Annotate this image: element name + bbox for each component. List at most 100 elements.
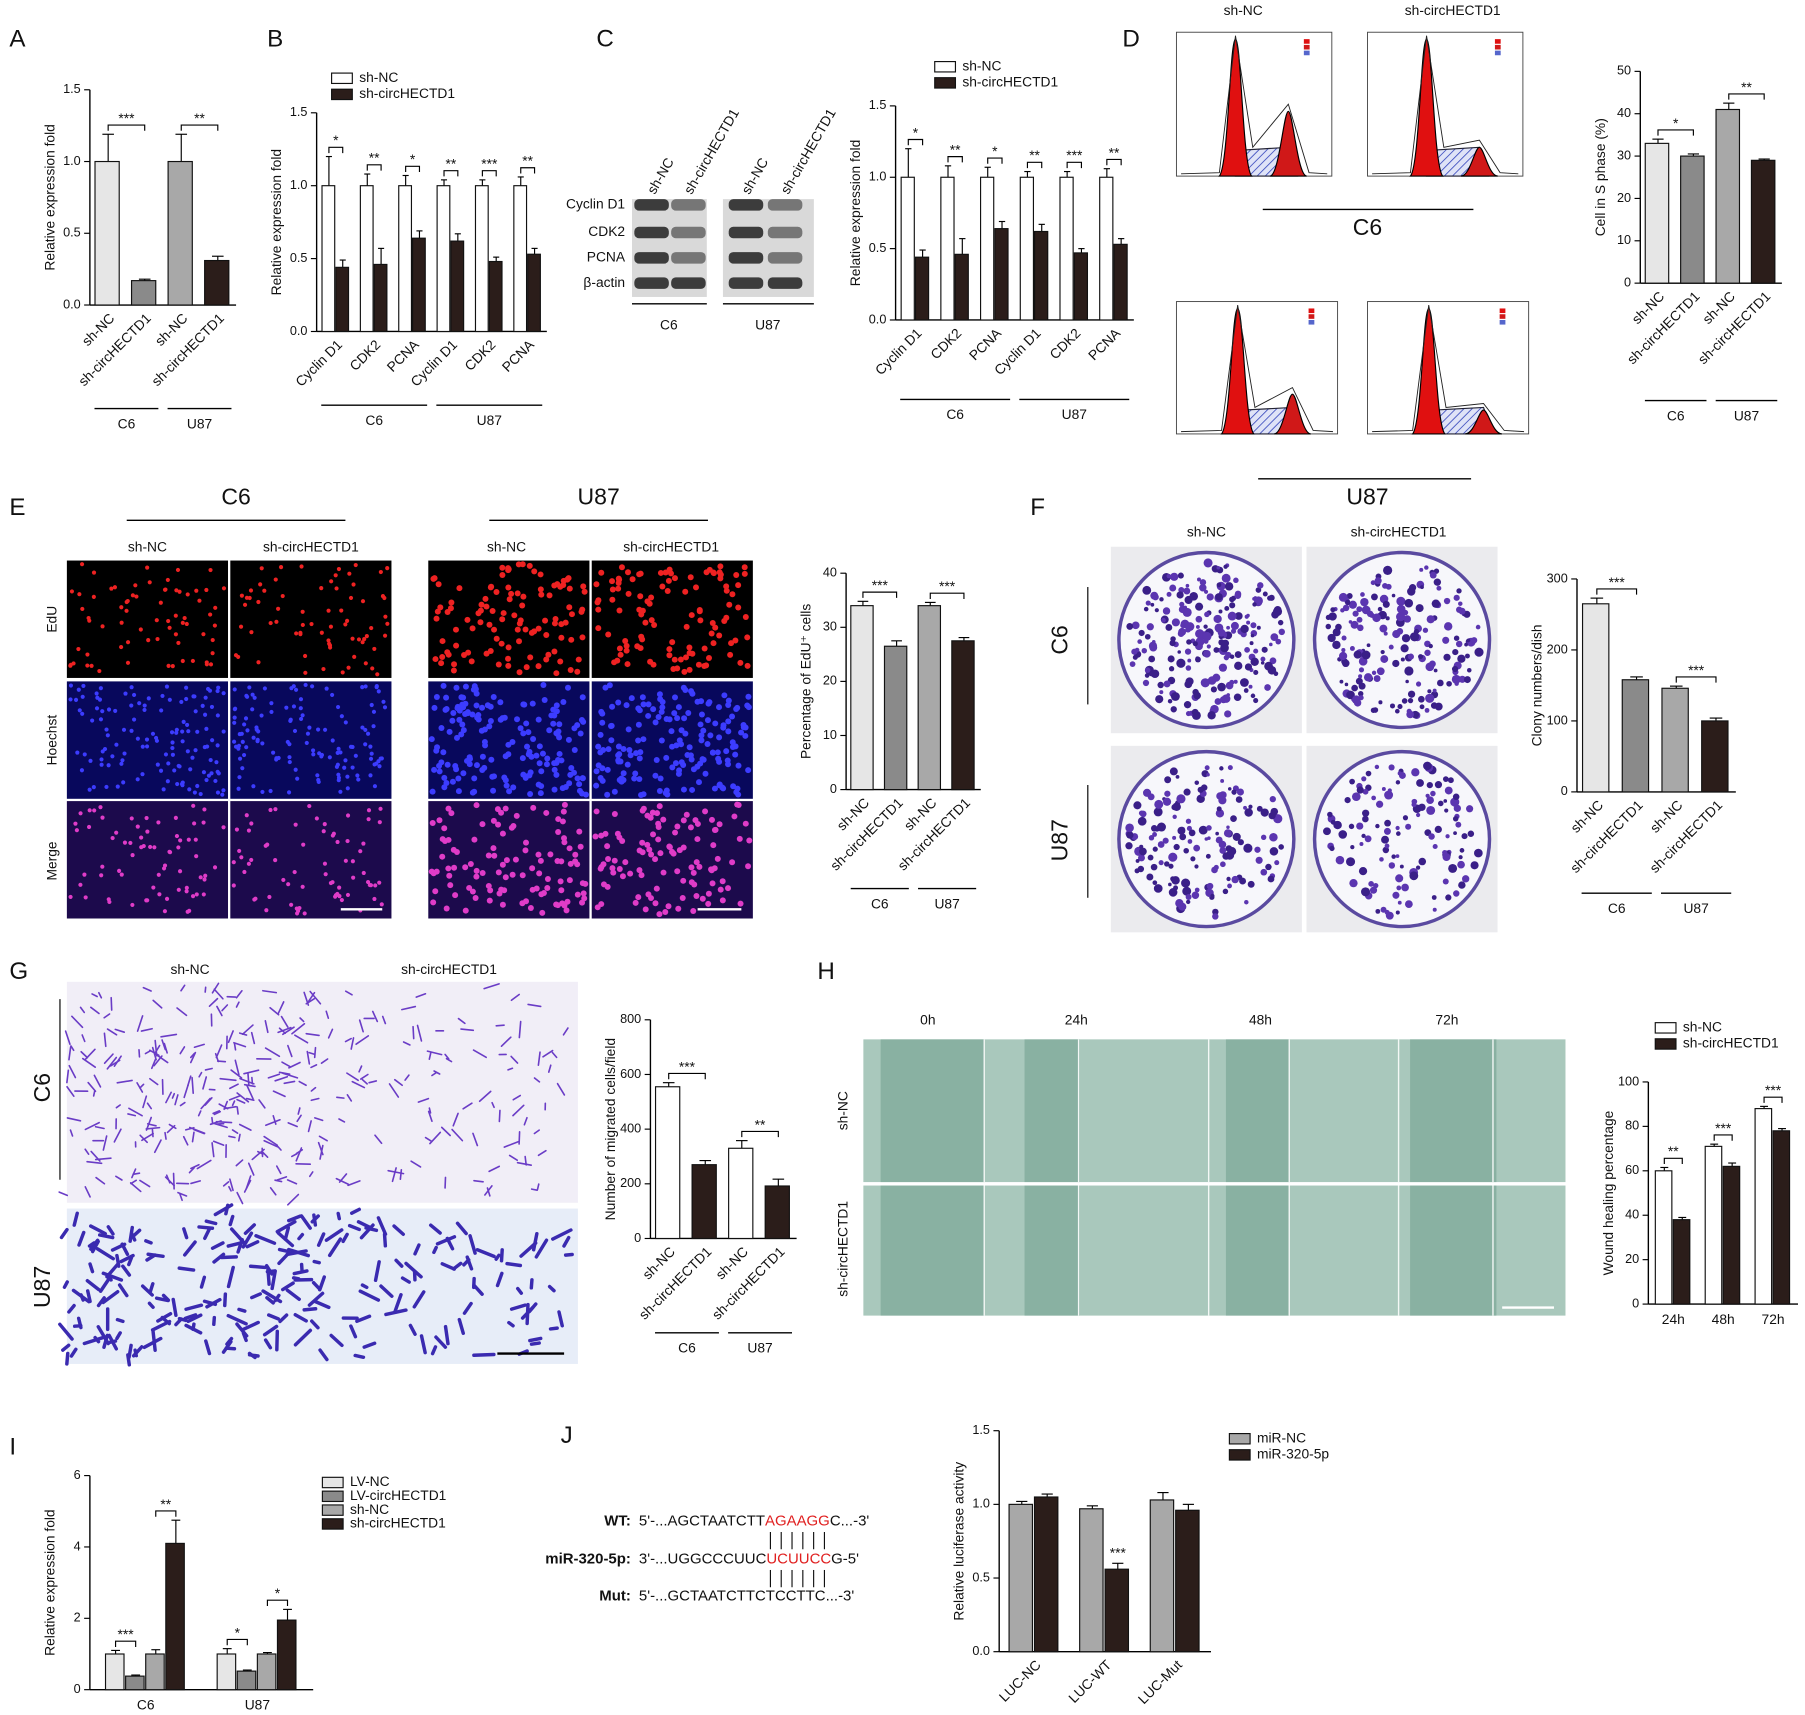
significance-bracket (180, 124, 219, 131)
significance: ** (369, 150, 380, 166)
cell (450, 667, 457, 674)
colony (1148, 671, 1154, 677)
cell (176, 763, 181, 768)
cell (356, 1220, 373, 1230)
bar (691, 1164, 717, 1240)
colony (1171, 804, 1178, 811)
colony (1194, 780, 1200, 785)
cell (81, 1057, 97, 1068)
cell (408, 1323, 417, 1336)
cell (203, 873, 208, 878)
cell (553, 702, 560, 709)
bar (335, 266, 350, 333)
colony (1455, 640, 1463, 648)
cell (511, 612, 518, 619)
cell (417, 1097, 430, 1103)
cell (445, 865, 452, 872)
cell (556, 1082, 566, 1096)
cell (675, 704, 682, 711)
cell (121, 727, 127, 732)
wound-gap (880, 1039, 985, 1183)
cell (535, 663, 542, 670)
cell (125, 640, 131, 645)
cell (435, 1235, 457, 1246)
cell (434, 608, 441, 615)
cell (343, 622, 348, 627)
blot-band (767, 277, 803, 289)
significance-bracket (1066, 161, 1083, 169)
cell (349, 1324, 358, 1339)
cell (740, 724, 747, 731)
cell (458, 694, 465, 701)
cell (262, 588, 267, 593)
cell (213, 778, 218, 784)
colony (1330, 819, 1336, 825)
cell (469, 711, 476, 718)
cell (165, 779, 170, 784)
cell (519, 872, 526, 879)
cell (472, 894, 479, 901)
colony (1255, 856, 1263, 864)
y-axis-label: Relative expression fold (268, 149, 284, 295)
cell (278, 1313, 289, 1324)
bar (145, 1653, 165, 1691)
cell (451, 1128, 464, 1142)
cell (608, 722, 615, 729)
cell (348, 595, 354, 600)
cell (636, 755, 643, 762)
sequence-part: G-5' (831, 1551, 859, 1568)
significance-bracket (907, 138, 924, 146)
cell (495, 821, 502, 828)
legend-swatch (321, 1504, 344, 1516)
cell (498, 1109, 501, 1123)
colony (1445, 894, 1452, 901)
bar (94, 160, 120, 306)
cell (79, 1006, 86, 1014)
cell (490, 694, 497, 701)
colony (1362, 788, 1369, 795)
cell (173, 632, 178, 637)
cell (655, 824, 662, 831)
significance: *** (679, 1058, 696, 1074)
colony (1244, 899, 1249, 905)
cell (462, 711, 469, 717)
bar (1033, 1496, 1059, 1653)
cell (709, 749, 716, 756)
colony (1269, 847, 1279, 856)
cell (203, 695, 208, 700)
cell (694, 836, 701, 843)
colony (1383, 631, 1388, 636)
cell (268, 620, 273, 626)
cell (94, 1125, 105, 1130)
cell (547, 1064, 552, 1073)
cell (298, 1080, 307, 1087)
cell (347, 1180, 361, 1187)
colony (1323, 827, 1331, 836)
cell (106, 707, 112, 712)
y-tick-label: 600 (620, 1067, 641, 1081)
cell (647, 658, 654, 665)
cell (578, 716, 585, 723)
cell (170, 664, 175, 669)
cell (616, 865, 623, 872)
cell (68, 1064, 77, 1079)
cell (198, 875, 203, 880)
cell (336, 1096, 345, 1099)
cell (454, 734, 460, 741)
cell (307, 804, 312, 809)
cell (537, 586, 544, 593)
colony (1416, 812, 1421, 818)
y-axis-label: Relative expression fold (41, 124, 57, 270)
cell (247, 1353, 260, 1358)
colony (1166, 573, 1172, 579)
cell (680, 877, 687, 884)
colony (1185, 818, 1192, 824)
cell (303, 682, 308, 688)
y-tick-label: 0.0 (972, 1644, 990, 1658)
significance-bracket (741, 1130, 779, 1138)
legend-swatch (1654, 1038, 1677, 1050)
cell (742, 732, 749, 739)
significance-bracket (405, 165, 421, 173)
blot-band (634, 277, 669, 289)
cell (656, 911, 663, 918)
